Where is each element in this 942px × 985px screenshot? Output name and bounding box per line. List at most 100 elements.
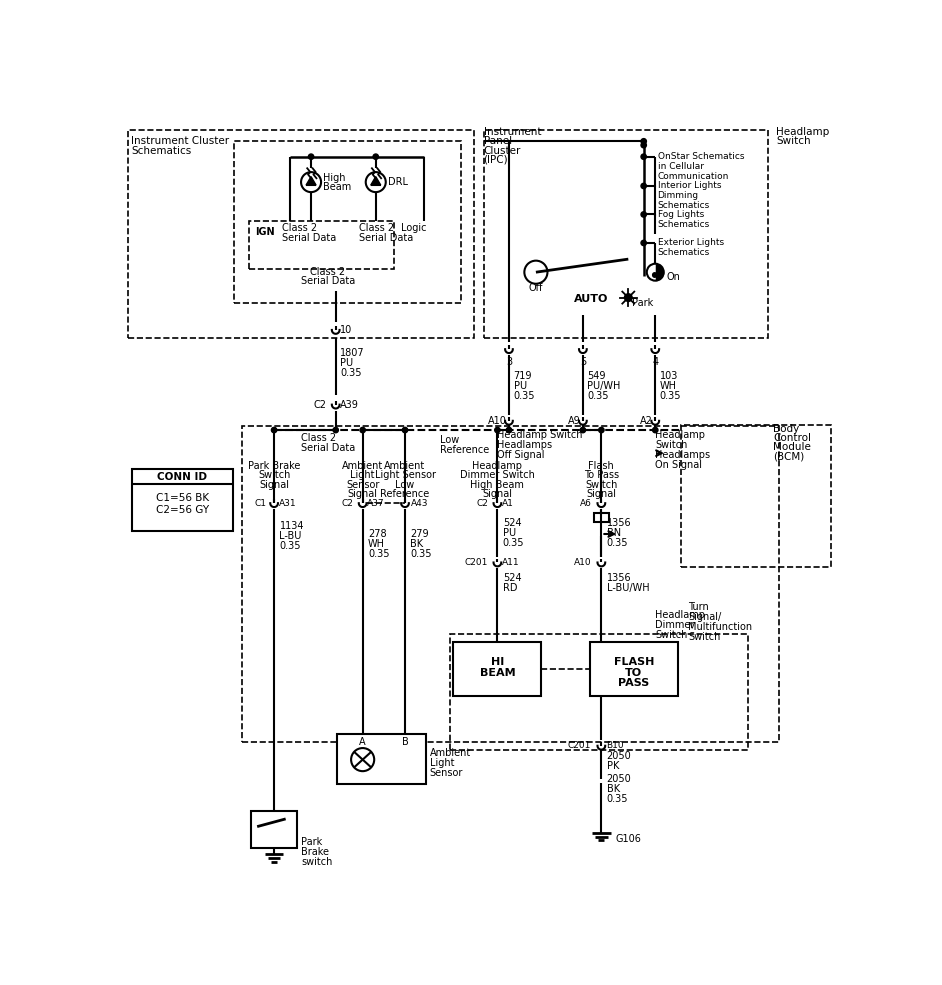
Circle shape (506, 427, 512, 432)
Text: 1807: 1807 (340, 348, 365, 359)
Polygon shape (371, 176, 381, 185)
Text: Park: Park (301, 837, 322, 847)
Text: Instrument: Instrument (483, 127, 541, 137)
Text: Beam: Beam (323, 182, 351, 192)
Text: Cluster: Cluster (483, 146, 521, 156)
Text: Switch: Switch (656, 440, 688, 450)
Text: 719: 719 (513, 371, 532, 381)
Text: BN: BN (607, 528, 621, 538)
Text: 0.35: 0.35 (660, 391, 681, 401)
Text: Class 2: Class 2 (301, 432, 336, 442)
Bar (128, 130, 475, 338)
Text: C1=56 BK: C1=56 BK (156, 492, 209, 502)
Text: 3: 3 (506, 357, 512, 366)
Text: 0.35: 0.35 (411, 549, 431, 559)
Text: 0.35: 0.35 (368, 549, 390, 559)
Text: Switch: Switch (258, 471, 290, 481)
Circle shape (653, 427, 658, 432)
Bar (234, 141, 462, 303)
Text: WH: WH (660, 381, 677, 391)
Text: PK: PK (607, 760, 619, 771)
Text: 0.35: 0.35 (588, 391, 609, 401)
Text: Multifunction: Multifunction (689, 623, 753, 632)
Bar (449, 634, 749, 750)
Text: Headlamp: Headlamp (656, 610, 706, 620)
Text: PU: PU (503, 528, 516, 538)
Text: C201: C201 (464, 558, 487, 567)
Bar (453, 642, 542, 695)
Text: •: • (648, 267, 659, 286)
Circle shape (333, 427, 338, 432)
Text: Instrument Cluster: Instrument Cluster (131, 136, 229, 147)
Text: Ambient: Ambient (384, 461, 426, 471)
Text: Sensor: Sensor (346, 480, 380, 490)
Text: To Pass: To Pass (584, 471, 619, 481)
Text: On: On (667, 272, 681, 282)
Bar (590, 642, 678, 695)
Text: A2: A2 (640, 416, 653, 426)
Text: Body: Body (773, 424, 800, 433)
Text: B10: B10 (606, 742, 624, 751)
Text: A43: A43 (411, 498, 429, 507)
Text: 5: 5 (579, 357, 586, 366)
Text: On Signal: On Signal (656, 460, 702, 471)
Text: PASS: PASS (618, 679, 649, 689)
Text: A39: A39 (340, 400, 359, 410)
Text: 1134: 1134 (280, 521, 304, 531)
Text: Dimmer: Dimmer (656, 620, 694, 629)
Text: Headlamp: Headlamp (656, 430, 706, 440)
Circle shape (641, 143, 646, 148)
Text: Dimmer Switch: Dimmer Switch (460, 471, 535, 481)
Polygon shape (306, 176, 317, 185)
Text: Headlamp: Headlamp (472, 461, 523, 471)
Text: 549: 549 (588, 371, 606, 381)
Text: High: High (323, 173, 346, 183)
Text: Signal: Signal (482, 489, 512, 499)
Text: Brake: Brake (301, 847, 329, 857)
Text: G106: G106 (615, 834, 642, 844)
Text: A: A (359, 737, 366, 747)
Text: A10: A10 (574, 558, 592, 567)
Text: PU: PU (340, 359, 353, 368)
Text: WH: WH (368, 539, 385, 549)
Bar (593, 513, 609, 522)
Text: DRL: DRL (388, 177, 408, 187)
Text: Headlamps: Headlamps (497, 440, 553, 450)
Text: Control: Control (773, 432, 811, 442)
Bar (251, 812, 298, 848)
Text: B: B (401, 737, 409, 747)
Bar (250, 221, 394, 269)
Text: Switch: Switch (585, 480, 618, 490)
Text: A9: A9 (568, 416, 580, 426)
Text: Off Signal: Off Signal (497, 450, 544, 460)
Text: Signal: Signal (586, 489, 616, 499)
Text: Light: Light (430, 758, 454, 768)
Bar (337, 734, 426, 784)
Text: Switch: Switch (656, 629, 688, 640)
Circle shape (599, 427, 604, 432)
Text: A11: A11 (502, 558, 520, 567)
Text: Low: Low (396, 480, 414, 490)
Text: Light Sensor: Light Sensor (375, 471, 435, 481)
Text: IGN: IGN (255, 228, 274, 237)
Text: CONN ID: CONN ID (157, 472, 207, 482)
Text: in Cellular: in Cellular (658, 163, 704, 171)
Text: A10: A10 (488, 416, 507, 426)
Text: Ambient: Ambient (342, 461, 383, 471)
Bar (681, 425, 831, 567)
Text: Schematics: Schematics (658, 248, 710, 257)
Text: Reference: Reference (440, 445, 489, 455)
Text: Sensor: Sensor (430, 768, 463, 778)
Text: Dimming: Dimming (658, 191, 699, 201)
Circle shape (641, 183, 646, 189)
Bar (133, 469, 233, 531)
Text: L-BU/WH: L-BU/WH (607, 583, 649, 593)
Text: Signal/: Signal/ (689, 612, 722, 623)
Text: Low: Low (440, 435, 459, 445)
Text: 0.35: 0.35 (607, 794, 628, 804)
Text: 4: 4 (652, 357, 658, 366)
Text: Schematics: Schematics (131, 147, 191, 157)
Text: Serial Data: Serial Data (300, 277, 355, 287)
Text: 0.35: 0.35 (513, 391, 535, 401)
Text: A37: A37 (367, 498, 385, 507)
